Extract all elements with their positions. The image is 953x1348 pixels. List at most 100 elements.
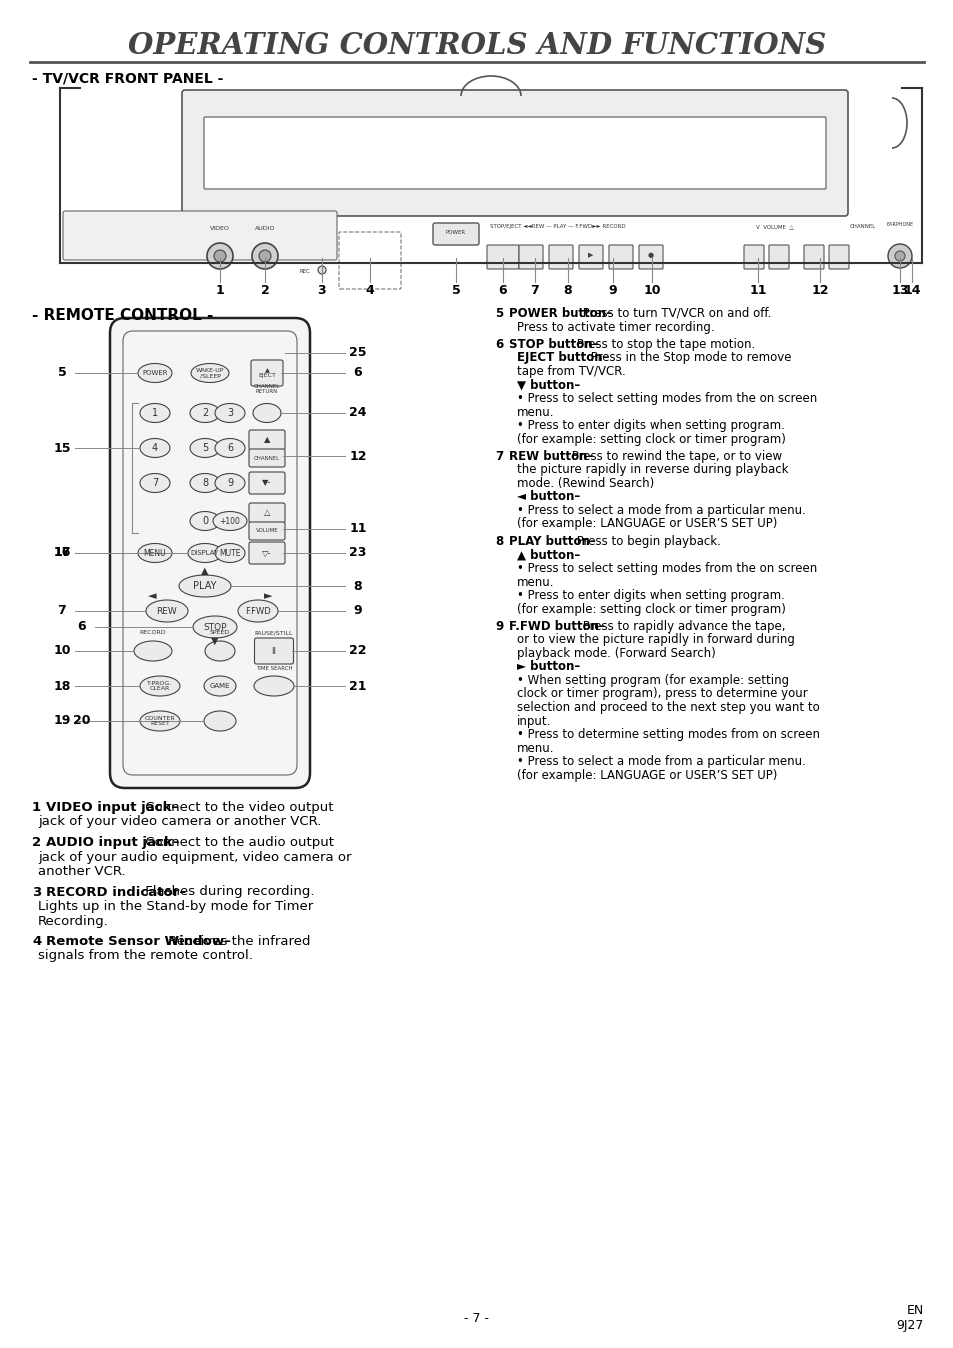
Text: 14: 14: [902, 283, 920, 297]
Ellipse shape: [146, 600, 188, 621]
FancyBboxPatch shape: [249, 503, 285, 523]
Text: MUTE: MUTE: [219, 549, 240, 558]
FancyBboxPatch shape: [249, 472, 285, 493]
Text: input.: input.: [517, 714, 551, 728]
Text: 25: 25: [349, 346, 366, 360]
FancyBboxPatch shape: [433, 222, 478, 245]
Text: MENU: MENU: [144, 549, 166, 558]
Text: clock or timer program), press to determine your: clock or timer program), press to determ…: [517, 687, 807, 701]
FancyBboxPatch shape: [768, 245, 788, 270]
Text: ▲ button–: ▲ button–: [517, 549, 579, 562]
Text: 13: 13: [890, 283, 908, 297]
Ellipse shape: [214, 438, 245, 457]
Text: 9J27: 9J27: [896, 1320, 923, 1333]
Text: Press to rewind the tape, or to view: Press to rewind the tape, or to view: [567, 450, 781, 462]
Text: - 7 -: - 7 -: [464, 1312, 489, 1325]
Text: • Press to select setting modes from the on screen: • Press to select setting modes from the…: [517, 392, 817, 404]
Text: menu.: menu.: [517, 741, 554, 755]
Text: 12: 12: [349, 449, 366, 462]
Text: 4: 4: [365, 283, 374, 297]
Text: II: II: [272, 647, 276, 655]
Text: Press to begin playback.: Press to begin playback.: [573, 535, 720, 549]
Text: F.FWD button–: F.FWD button–: [509, 620, 604, 634]
FancyBboxPatch shape: [803, 245, 823, 270]
Circle shape: [213, 249, 226, 262]
Text: Receives the infrared: Receives the infrared: [163, 936, 310, 948]
Text: RECORD indicator–: RECORD indicator–: [46, 886, 186, 899]
Text: 1: 1: [152, 408, 158, 418]
FancyBboxPatch shape: [110, 318, 310, 789]
Text: • Press to select setting modes from the on screen: • Press to select setting modes from the…: [517, 562, 817, 576]
Text: 9: 9: [354, 604, 362, 617]
Text: - TV/VCR FRONT PANEL -: - TV/VCR FRONT PANEL -: [32, 71, 223, 85]
Ellipse shape: [190, 511, 220, 531]
Text: Lights up in the Stand-by mode for Timer: Lights up in the Stand-by mode for Timer: [38, 900, 313, 913]
FancyBboxPatch shape: [204, 117, 825, 189]
Ellipse shape: [138, 364, 172, 383]
Circle shape: [894, 251, 904, 262]
Text: AUDIO: AUDIO: [254, 226, 275, 231]
Text: • Press to select a mode from a particular menu.: • Press to select a mode from a particul…: [517, 504, 805, 518]
Text: another VCR.: another VCR.: [38, 865, 126, 878]
Text: 9: 9: [608, 283, 617, 297]
Text: 10: 10: [53, 644, 71, 658]
Ellipse shape: [205, 642, 234, 661]
Ellipse shape: [253, 675, 294, 696]
Text: 7: 7: [530, 283, 538, 297]
Text: 18: 18: [53, 679, 71, 693]
Text: ▼ button–: ▼ button–: [517, 379, 579, 391]
Text: DISPLAY: DISPLAY: [191, 550, 219, 555]
Text: 5: 5: [495, 307, 503, 319]
Text: 3: 3: [227, 408, 233, 418]
Text: • When setting program (for example: setting: • When setting program (for example: set…: [517, 674, 788, 687]
Ellipse shape: [193, 616, 236, 638]
Text: ▼: ▼: [211, 636, 218, 646]
Text: EARPHONE: EARPHONE: [885, 222, 913, 226]
Text: SPEED: SPEED: [210, 631, 230, 635]
Text: 6: 6: [227, 443, 233, 453]
Text: 11: 11: [349, 523, 366, 535]
Text: △: △: [263, 508, 270, 518]
Text: 23: 23: [349, 546, 366, 559]
Ellipse shape: [140, 473, 170, 492]
FancyBboxPatch shape: [249, 449, 285, 466]
Text: 8: 8: [354, 580, 362, 593]
Text: WAKE-UP
/SLEEP: WAKE-UP /SLEEP: [195, 368, 224, 379]
Text: OPERATING CONTROLS AND FUNCTIONS: OPERATING CONTROLS AND FUNCTIONS: [128, 31, 825, 59]
Text: REC: REC: [299, 270, 311, 274]
Text: selection and proceed to the next step you want to: selection and proceed to the next step y…: [517, 701, 819, 714]
Text: 12: 12: [810, 283, 828, 297]
Text: ▶: ▶: [588, 252, 593, 257]
Ellipse shape: [214, 543, 245, 562]
Text: 7: 7: [57, 604, 67, 617]
Text: RECORD: RECORD: [139, 631, 166, 635]
Ellipse shape: [191, 364, 229, 383]
Text: PLAY: PLAY: [193, 581, 216, 590]
Circle shape: [252, 243, 277, 270]
Text: or to view the picture rapidly in forward during: or to view the picture rapidly in forwar…: [517, 634, 794, 647]
Text: VIDEO: VIDEO: [210, 226, 230, 231]
Text: • Press to enter digits when setting program.: • Press to enter digits when setting pro…: [517, 589, 784, 603]
FancyBboxPatch shape: [254, 638, 294, 665]
Text: 7: 7: [495, 450, 502, 462]
Text: 2: 2: [260, 283, 269, 297]
Text: (for example: setting clock or timer program): (for example: setting clock or timer pro…: [517, 603, 785, 616]
Text: Press to turn TV/VCR on and off.: Press to turn TV/VCR on and off.: [578, 307, 770, 319]
Ellipse shape: [138, 543, 172, 562]
Text: - REMOTE CONTROL -: - REMOTE CONTROL -: [32, 307, 213, 322]
Text: 17: 17: [53, 546, 71, 559]
Text: Press to rapidly advance the tape,: Press to rapidly advance the tape,: [578, 620, 784, 634]
Text: Flashes during recording.: Flashes during recording.: [141, 886, 314, 899]
Text: mode. (Rewind Search): mode. (Rewind Search): [517, 477, 654, 491]
FancyBboxPatch shape: [548, 245, 573, 270]
Text: STOP: STOP: [203, 623, 227, 631]
Text: (for example: LANGUAGE or USER’S SET UP): (for example: LANGUAGE or USER’S SET UP): [517, 768, 777, 782]
Text: jack of your video camera or another VCR.: jack of your video camera or another VCR…: [38, 816, 321, 829]
FancyBboxPatch shape: [249, 542, 285, 563]
Text: 6: 6: [498, 283, 507, 297]
Ellipse shape: [190, 438, 220, 457]
Text: REW button–: REW button–: [509, 450, 593, 462]
Ellipse shape: [253, 403, 281, 422]
Ellipse shape: [133, 642, 172, 661]
Text: TIME SEARCH: TIME SEARCH: [255, 666, 292, 670]
